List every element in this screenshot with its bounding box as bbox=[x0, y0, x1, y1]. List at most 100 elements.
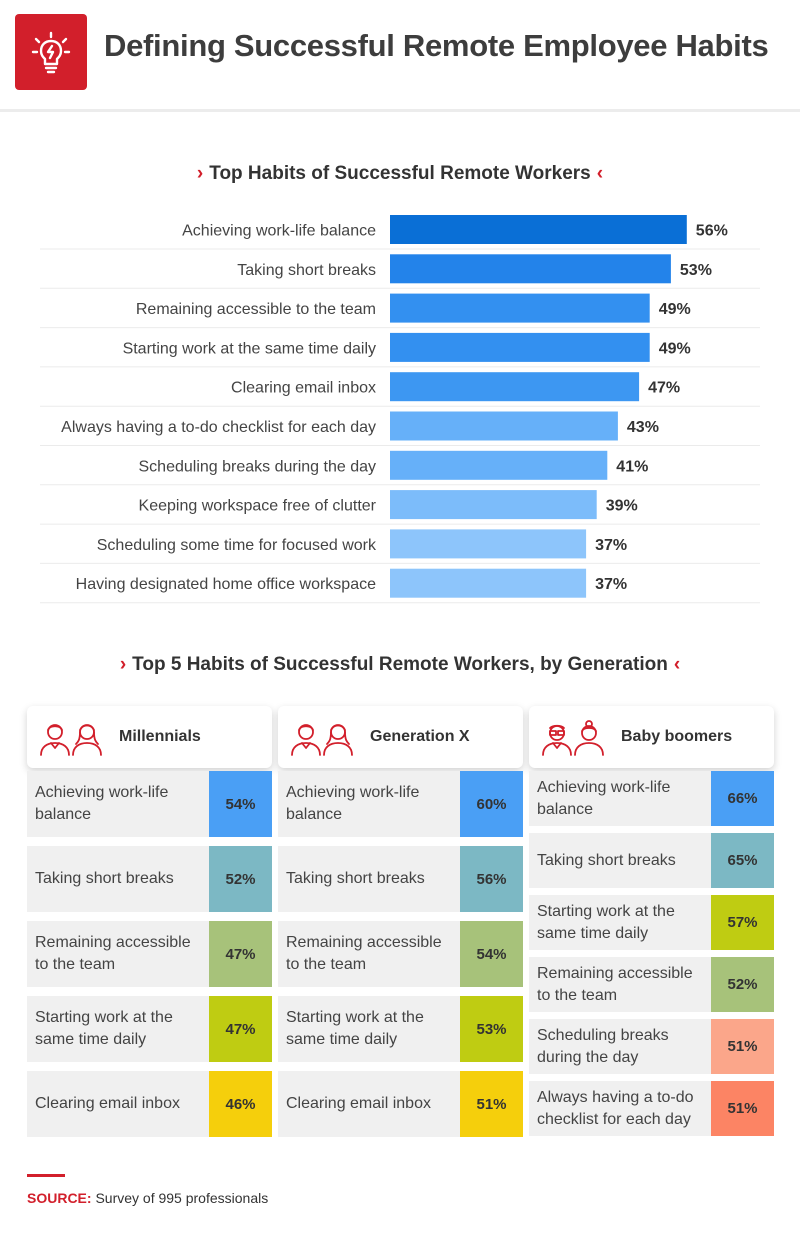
habit-value: 65% bbox=[711, 833, 774, 888]
bar bbox=[390, 293, 650, 323]
chevron-left-icon: ‹ bbox=[596, 163, 604, 184]
generation-name: Baby boomers bbox=[621, 728, 733, 745]
bar bbox=[390, 254, 671, 284]
chevron-left-icon: ‹ bbox=[673, 654, 681, 675]
category-label: Taking short breaks bbox=[237, 262, 376, 279]
value-label: 56% bbox=[696, 223, 728, 240]
habit-value: 47% bbox=[209, 996, 272, 1062]
habit-value: 56% bbox=[460, 846, 523, 912]
habit-row: Starting work at the same time daily 47% bbox=[27, 996, 272, 1062]
habit-label: Starting work at the same time daily bbox=[537, 902, 675, 942]
bar bbox=[390, 332, 650, 362]
habit-label: Taking short breaks bbox=[537, 851, 676, 869]
generation-name: Millennials bbox=[119, 728, 201, 745]
source-divider bbox=[27, 1174, 65, 1177]
habit-value: 57% bbox=[711, 895, 774, 950]
bar bbox=[390, 529, 587, 559]
value-label: 49% bbox=[659, 340, 691, 357]
bar-chart-title: Top Habits of Successful Remote Workers bbox=[209, 163, 591, 184]
source-text: Survey of 995 professionals bbox=[95, 1190, 269, 1206]
chevron-right-icon: › bbox=[196, 163, 204, 184]
habit-value: 54% bbox=[460, 921, 523, 987]
category-label: Achieving work-life balance bbox=[182, 223, 376, 240]
lightbulb-icon bbox=[31, 31, 71, 74]
header: Defining Successful Remote Employee Habi… bbox=[0, 0, 800, 112]
habit-row: Remaining accessible to the team 54% bbox=[278, 921, 523, 987]
people-icon bbox=[37, 720, 107, 761]
value-label: 43% bbox=[627, 419, 659, 436]
bar bbox=[390, 372, 640, 402]
category-label: Clearing email inbox bbox=[231, 380, 376, 397]
habit-row: Always having a to-do checklist for each… bbox=[529, 1081, 774, 1136]
habit-row: Clearing email inbox 46% bbox=[27, 1071, 272, 1137]
value-label: 37% bbox=[595, 537, 627, 554]
habit-label: Achieving work-life balance bbox=[537, 778, 671, 818]
generation-title-row: › Top 5 Habits of Successful Remote Worke… bbox=[0, 654, 800, 676]
habit-value: 46% bbox=[209, 1071, 272, 1137]
value-label: 53% bbox=[680, 262, 712, 279]
habit-row: Starting work at the same time daily 57% bbox=[529, 895, 774, 950]
chevron-right-icon: › bbox=[119, 654, 127, 675]
generation-header: Millennials bbox=[27, 706, 272, 768]
page-title: Defining Successful Remote Employee Habi… bbox=[104, 28, 769, 63]
habit-label: Scheduling breaks during the day bbox=[537, 1026, 669, 1066]
people-icon bbox=[288, 720, 358, 761]
bar bbox=[390, 450, 608, 480]
habit-value: 52% bbox=[711, 957, 774, 1012]
generation-section-title: Top 5 Habits of Successful Remote Worker… bbox=[132, 654, 668, 675]
habit-row: Achieving work-life balance 66% bbox=[529, 771, 774, 826]
habit-value: 54% bbox=[209, 771, 272, 837]
category-label: Scheduling breaks during the day bbox=[139, 458, 377, 475]
value-label: 37% bbox=[595, 576, 627, 593]
habit-row: Remaining accessible to the team 47% bbox=[27, 921, 272, 987]
habit-value: 52% bbox=[209, 846, 272, 912]
bar bbox=[390, 568, 587, 598]
bar bbox=[390, 411, 618, 441]
habit-value: 66% bbox=[711, 771, 774, 826]
habit-row: Taking short breaks 65% bbox=[529, 833, 774, 888]
bar bbox=[390, 215, 687, 244]
habit-row: Taking short breaks 56% bbox=[278, 846, 523, 912]
habit-label: Always having a to-do checklist for each… bbox=[537, 1088, 694, 1128]
habit-row: Achieving work-life balance 54% bbox=[27, 771, 272, 837]
habit-label: Achieving work-life balance bbox=[286, 784, 420, 823]
habit-label: Starting work at the same time daily bbox=[35, 1009, 173, 1048]
logo bbox=[15, 14, 87, 90]
habit-label: Remaining accessible to the team bbox=[286, 934, 442, 973]
habit-label: Remaining accessible to the team bbox=[537, 964, 693, 1004]
category-label: Having designated home office workspace bbox=[76, 576, 376, 593]
bar bbox=[390, 490, 597, 520]
habit-label: Taking short breaks bbox=[35, 870, 174, 887]
value-label: 41% bbox=[616, 458, 648, 475]
habits-bar-chart: Achieving work-life balance 56% Taking sho… bbox=[40, 215, 760, 604]
source-label: SOURCE: bbox=[27, 1190, 92, 1206]
category-label: Scheduling some time for focused work bbox=[97, 537, 377, 554]
category-label: Remaining accessible to the team bbox=[136, 301, 376, 318]
habit-label: Starting work at the same time daily bbox=[286, 1009, 424, 1048]
value-label: 49% bbox=[659, 301, 691, 318]
category-label: Keeping workspace free of clutter bbox=[139, 498, 377, 515]
habit-row: Starting work at the same time daily 53% bbox=[278, 996, 523, 1062]
value-label: 47% bbox=[648, 380, 680, 397]
habit-value: 51% bbox=[711, 1081, 774, 1136]
generation-header: Baby boomers bbox=[529, 706, 774, 768]
habit-value: 51% bbox=[711, 1019, 774, 1074]
habit-row: Achieving work-life balance 60% bbox=[278, 771, 523, 837]
habit-value: 47% bbox=[209, 921, 272, 987]
habit-value: 60% bbox=[460, 771, 523, 837]
habit-label: Taking short breaks bbox=[286, 870, 425, 887]
category-label: Starting work at the same time daily bbox=[123, 340, 376, 357]
habit-label: Clearing email inbox bbox=[35, 1095, 180, 1112]
category-label: Always having a to-do checklist for each… bbox=[61, 419, 376, 436]
habit-value: 51% bbox=[460, 1071, 523, 1137]
habit-label: Achieving work-life balance bbox=[35, 784, 169, 823]
value-label: 39% bbox=[606, 498, 638, 515]
bar-chart-title-row: › Top Habits of Successful Remote Workers… bbox=[0, 163, 800, 185]
elderly-people-icon bbox=[539, 720, 609, 761]
habit-label: Clearing email inbox bbox=[286, 1095, 431, 1112]
habit-label: Remaining accessible to the team bbox=[35, 934, 191, 973]
generation-header: Generation X bbox=[278, 706, 523, 768]
habit-value: 53% bbox=[460, 996, 523, 1062]
source-note: SOURCE: Survey of 995 professionals bbox=[27, 1190, 268, 1206]
habit-row: Clearing email inbox 51% bbox=[278, 1071, 523, 1137]
